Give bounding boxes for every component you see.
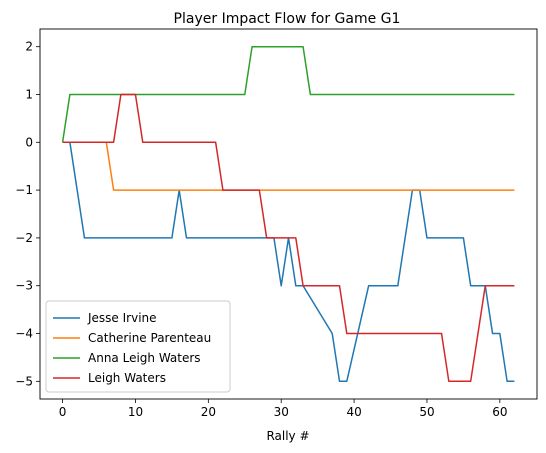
plot-area (39, 28, 538, 400)
y-axis: 2 1 0 −1 −2 −3 −4 −5 (15, 40, 40, 388)
y-tick-label-5: −3 (15, 279, 33, 293)
series-line-3 (62, 93, 515, 383)
x-tick-label-6: 60 (492, 405, 507, 419)
y-tick-label-4: −2 (15, 231, 33, 245)
x-tick-label-3: 30 (274, 405, 289, 419)
y-tick-label-6: −4 (15, 327, 33, 341)
y-tick-label-0: 2 (25, 40, 33, 54)
legend-frame (45, 300, 231, 393)
legend-label-0: Jesse Irvine (87, 311, 157, 325)
y-tick-label-3: −1 (15, 183, 33, 197)
x-tick-label-4: 40 (346, 405, 361, 419)
x-axis-label: Rally # (266, 429, 309, 443)
y-tick-label-2: 0 (25, 135, 33, 149)
y-tick-label-7: −5 (15, 374, 33, 388)
x-tick-label-0: 0 (59, 405, 67, 419)
x-tick-label-1: 10 (128, 405, 143, 419)
chart-title: Player Impact Flow for Game G1 (174, 11, 401, 27)
series-line-2 (61, 45, 515, 143)
legend-label-3: Leigh Waters (88, 371, 166, 385)
x-axis: 0 10 20 30 40 50 60 (59, 399, 507, 419)
legend-label-1: Catherine Parenteau (88, 331, 211, 345)
y-tick-label-1: 1 (25, 87, 33, 101)
series-line-0 (62, 141, 515, 383)
series-lines (61, 45, 515, 383)
legend: Jesse Irvine Catherine Parenteau Anna Leig… (45, 300, 231, 393)
legend-label-2: Anna Leigh Waters (88, 351, 201, 365)
x-tick-label-2: 20 (201, 405, 216, 419)
series-line-1 (62, 141, 515, 191)
x-tick-label-5: 50 (419, 405, 434, 419)
